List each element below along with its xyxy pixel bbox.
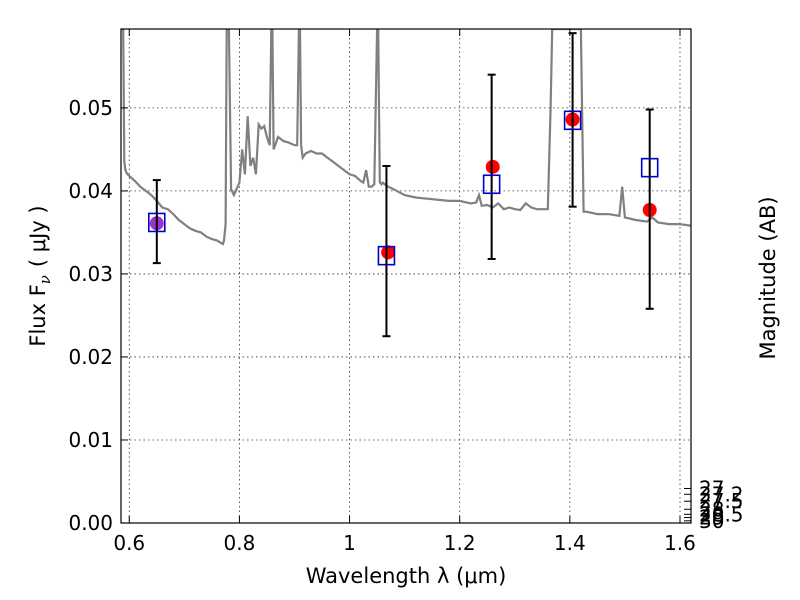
- grid-lines: [121, 29, 691, 524]
- y-tick-label: 0.03: [68, 262, 113, 286]
- y-tick-label: 0.00: [68, 511, 113, 535]
- x-axis-ticks: 0.6 0.8 1 1.2 1.4 1.6: [113, 29, 696, 555]
- model-band-point: [563, 110, 582, 131]
- data-marks: [147, 32, 659, 338]
- right-tick-label: 28.5: [699, 502, 744, 526]
- right-tick-label: 27.2: [699, 482, 744, 506]
- observed-point: [485, 159, 500, 174]
- y-tick-label: 0.01: [68, 428, 113, 452]
- x-tick-label: 1.4: [554, 531, 586, 555]
- y-tick-label: 0.04: [68, 179, 113, 203]
- y-axis-ticks: 0.00 0.01 0.02 0.03 0.04 0.05: [68, 96, 128, 535]
- right-tick-label: 29: [699, 506, 724, 530]
- right-tick-label: 30: [699, 509, 724, 533]
- x-tick-label: 1.6: [664, 531, 696, 555]
- model-spectrum-line: [121, 29, 691, 246]
- observed-point: [381, 245, 396, 260]
- model-band-point: [377, 245, 396, 266]
- right-tick-label: 28: [699, 497, 724, 521]
- plot-area: [121, 29, 691, 338]
- right-tick-label: 27.5: [699, 489, 744, 513]
- x-axis-label: Wavelength λ (μm): [306, 564, 507, 588]
- x-tick-label: 0.8: [223, 531, 255, 555]
- y-tick-label: 0.05: [68, 96, 113, 120]
- model-band-point: [482, 174, 501, 195]
- x-tick-label: 1: [343, 531, 356, 555]
- model-band-point: [640, 157, 659, 178]
- plot-frame: [120, 28, 692, 524]
- x-tick-label: 1.2: [444, 531, 476, 555]
- right-axis-label: Magnitude (AB): [756, 196, 780, 359]
- y-axis-label: Flux Fν ( μJy ): [26, 205, 54, 346]
- y-axis-label-main: Flux F: [26, 284, 50, 346]
- model-band-point: [147, 212, 166, 233]
- y-tick-label: 0.02: [68, 345, 113, 369]
- y-axis-label-sub: ν: [36, 275, 54, 284]
- y-axis-label-unit: ( μJy ): [26, 205, 50, 267]
- right-tick-label: 27: [699, 476, 724, 500]
- x-tick-label: 0.6: [113, 531, 145, 555]
